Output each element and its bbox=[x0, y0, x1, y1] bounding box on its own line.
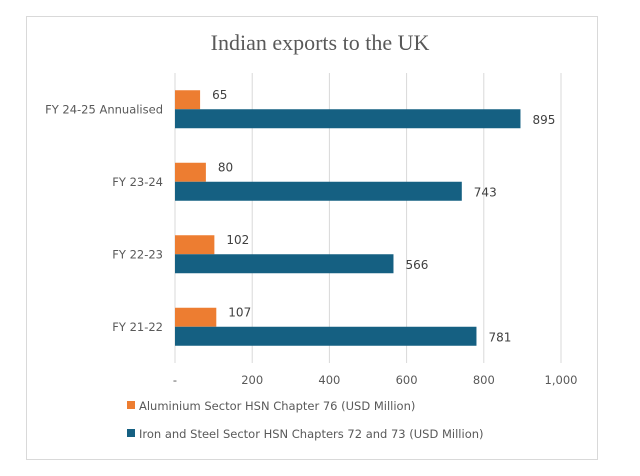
category-label: FY 22-23 bbox=[112, 247, 163, 261]
x-tick-label: 400 bbox=[318, 373, 340, 387]
bar-iron-steel bbox=[175, 326, 477, 346]
data-label: 743 bbox=[474, 185, 497, 199]
bar-aluminium bbox=[175, 307, 217, 327]
legend-label: Iron and Steel Sector HSN Chapters 72 an… bbox=[139, 427, 484, 441]
category-label: FY 21-22 bbox=[112, 320, 163, 334]
data-label: 102 bbox=[226, 233, 249, 247]
data-label: 566 bbox=[405, 258, 428, 272]
chart-frame bbox=[26, 16, 598, 460]
chart-title: Indian exports to the UK bbox=[211, 30, 430, 55]
legend-label: Aluminium Sector HSN Chapter 76 (USD Mil… bbox=[139, 399, 415, 413]
legend-swatch bbox=[127, 429, 135, 437]
bar-iron-steel bbox=[175, 181, 462, 201]
data-label: 895 bbox=[532, 113, 555, 127]
data-label: 80 bbox=[218, 160, 233, 174]
legend-swatch bbox=[127, 401, 135, 409]
x-tick-label: - bbox=[173, 373, 177, 387]
bars: 65 895 80 743 102 566 107 781 bbox=[175, 88, 555, 346]
bar-iron-steel bbox=[175, 109, 521, 129]
x-tick-label: 1,000 bbox=[545, 373, 578, 387]
legend: Aluminium Sector HSN Chapter 76 (USD Mil… bbox=[127, 399, 484, 441]
x-tick-label: 600 bbox=[396, 373, 418, 387]
x-tick-label: 800 bbox=[473, 373, 495, 387]
data-label: 65 bbox=[212, 88, 227, 102]
data-label: 107 bbox=[228, 305, 251, 319]
category-label: FY 23-24 bbox=[112, 175, 163, 189]
bar-iron-steel bbox=[175, 254, 394, 274]
category-labels: FY 24-25 Annualised FY 23-24 FY 22-23 FY 21… bbox=[45, 102, 163, 334]
x-tick-label: 200 bbox=[241, 373, 263, 387]
bar-aluminium bbox=[175, 90, 201, 110]
bar-aluminium bbox=[175, 162, 206, 182]
x-tick-labels: - 200 400 600 800 1,000 bbox=[173, 373, 578, 387]
data-label: 781 bbox=[488, 330, 511, 344]
bar-aluminium bbox=[175, 235, 215, 255]
category-label: FY 24-25 Annualised bbox=[45, 102, 163, 116]
